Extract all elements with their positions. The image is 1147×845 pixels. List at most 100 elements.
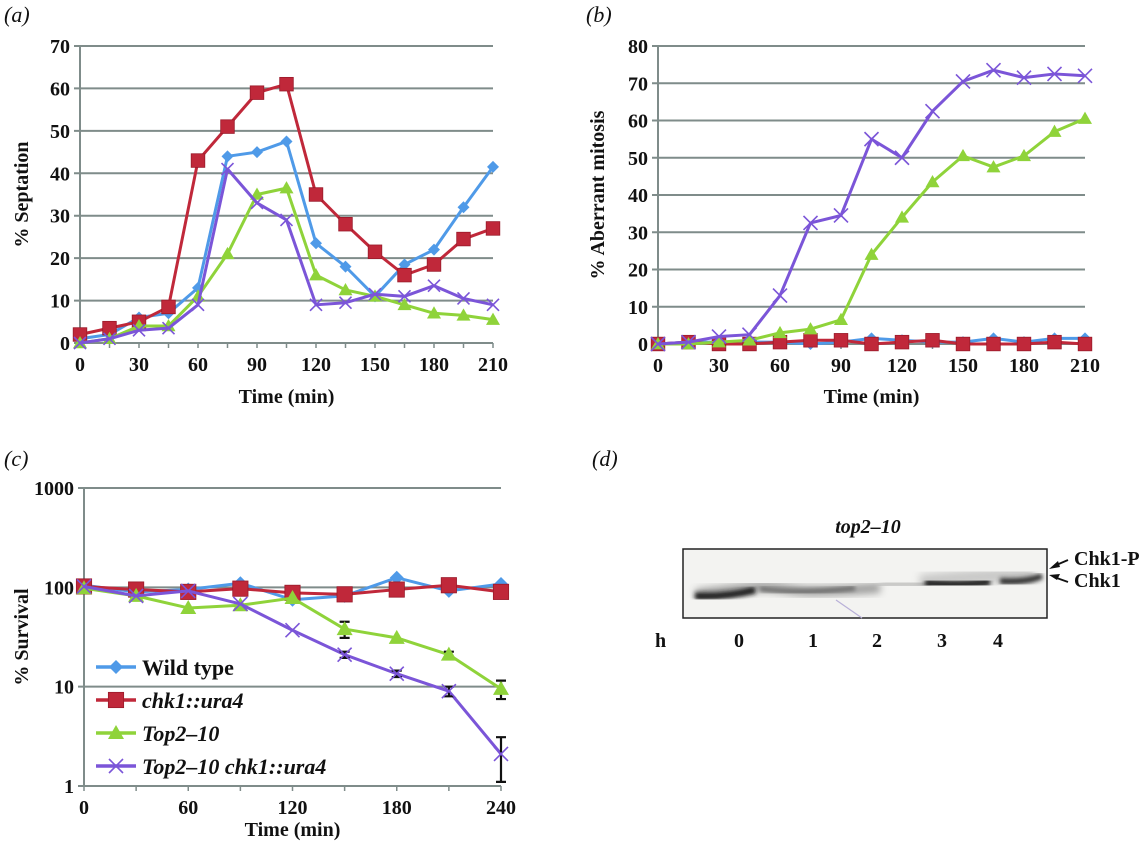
x-marker (338, 296, 353, 310)
diamond-marker (457, 201, 470, 214)
y-tick-label: 1000 (34, 478, 74, 500)
triangle-marker (1047, 124, 1062, 137)
x-axis-title: Time (min) (245, 819, 341, 841)
diamond-marker (251, 146, 263, 159)
x-marker (368, 287, 382, 301)
x-marker (802, 215, 819, 231)
square-marker (220, 119, 235, 134)
chart-survival: 1 10 100 1000 0 60 120 180 240 Time (min) % Surviv… (11, 478, 516, 841)
x-tick-label: 0 (79, 797, 89, 819)
x-marker (1077, 68, 1093, 84)
x-marker (108, 758, 124, 774)
triangle-marker (925, 174, 940, 188)
band-label-chk1: Chk1 (1074, 570, 1121, 592)
triangle-marker (440, 646, 457, 661)
x-marker (863, 131, 880, 147)
x-marker (309, 298, 323, 312)
x-marker (337, 647, 353, 663)
triangle-marker (180, 599, 197, 614)
blot-frame (682, 548, 1048, 619)
x-tick-label: 90 (247, 354, 267, 376)
square-marker (456, 231, 471, 247)
x-marker (924, 103, 941, 119)
diamond-marker (339, 260, 352, 273)
lane-axis-label: h (655, 630, 666, 652)
lane-label: 3 (937, 630, 947, 652)
x-marker (680, 334, 697, 350)
square-marker (440, 577, 457, 594)
square-marker (388, 581, 405, 598)
y-tick-label: 20 (50, 248, 70, 270)
x-tick-label: 210 (478, 354, 508, 376)
y-axis-title: % Aberrant mitosis (587, 110, 609, 279)
triangle-marker (309, 268, 323, 281)
square-marker (1077, 336, 1093, 352)
x-tick-label: 240 (486, 797, 516, 819)
x-tick-label: 0 (653, 355, 663, 377)
panel-label-b: (b) (586, 2, 612, 27)
y-tick-label: 40 (50, 163, 70, 185)
legend-item: Top2–10 (96, 721, 219, 746)
square-marker (1047, 334, 1062, 350)
y-tick-label: 30 (628, 222, 648, 244)
x-marker (894, 150, 910, 166)
square-marker (864, 336, 879, 352)
x-marker (102, 332, 117, 346)
triangle-marker (864, 247, 879, 260)
triangle-marker (191, 289, 205, 302)
triangle-marker (742, 333, 757, 346)
x-tick-label: 150 (948, 355, 978, 377)
square-marker (190, 153, 206, 168)
y-tick-label: 80 (628, 36, 648, 58)
diamond-marker (310, 237, 322, 250)
diamond-marker (487, 160, 499, 173)
x-marker (284, 622, 301, 638)
legend-item: chk1::ura4 (96, 688, 243, 713)
x-marker (220, 162, 235, 176)
series-top2-10-chk1-ura4 (650, 62, 1093, 352)
x-marker (191, 298, 205, 312)
triangle-marker (834, 312, 848, 326)
x-marker (180, 583, 196, 599)
lane-label: 1 (808, 630, 818, 652)
legend-item: Wild type (96, 655, 234, 680)
series-top2-10-chk1-ura4 (76, 578, 509, 783)
x-marker (985, 62, 1002, 78)
triangle-marker (284, 590, 301, 605)
triangle-marker (427, 306, 441, 319)
triangle-marker (1078, 111, 1092, 124)
triangle-marker (773, 325, 787, 339)
legend-item: Top2–10 chk1::ura4 (96, 754, 326, 779)
square-marker (1016, 336, 1032, 352)
x-tick-label: 120 (301, 354, 331, 376)
x-marker (397, 289, 412, 303)
triangle-marker (388, 629, 405, 644)
x-marker (76, 578, 92, 595)
x-tick-label: 60 (188, 354, 208, 376)
square-marker (279, 76, 294, 92)
series-chk1-ura4 (72, 76, 501, 342)
square-marker (249, 85, 265, 100)
square-marker (336, 586, 353, 603)
x-tick-label: 180 (382, 797, 412, 819)
x-marker (389, 666, 405, 682)
x-marker (427, 279, 441, 293)
lane-label: 0 (734, 630, 744, 652)
panel-label-d: (d) (592, 446, 618, 471)
square-marker (925, 333, 940, 348)
x-marker (279, 213, 294, 227)
diamond-marker (398, 258, 411, 271)
x-marker (1046, 66, 1063, 82)
y-tick-label: 50 (50, 121, 70, 143)
square-marker (426, 257, 442, 272)
diamond-marker (109, 660, 123, 674)
arrow-chk1 (1049, 574, 1069, 583)
x-marker (441, 683, 457, 699)
panel-label-c: (c) (4, 446, 29, 471)
y-tick-label: 10 (628, 297, 648, 319)
diamond-marker (221, 150, 234, 163)
lane-label: 2 (872, 630, 882, 652)
x-marker (128, 588, 144, 604)
